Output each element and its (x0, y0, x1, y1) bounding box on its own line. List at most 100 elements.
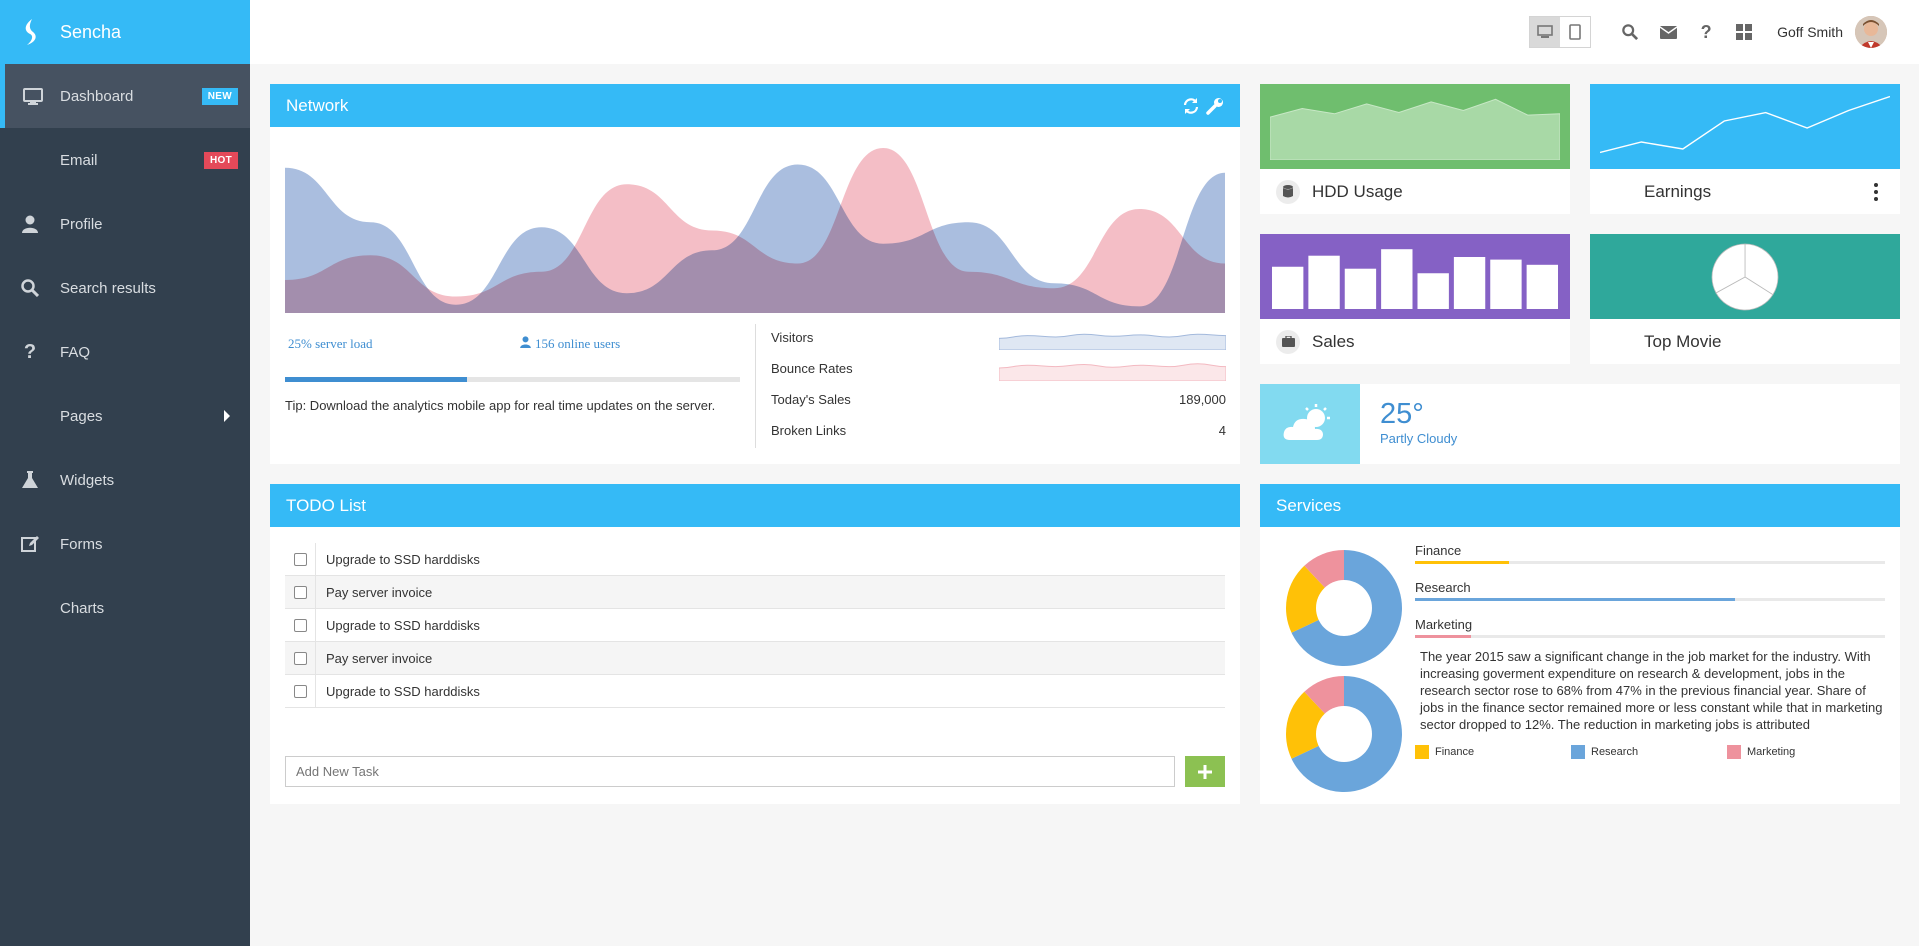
sidebar-item-widgets[interactable]: Widgets (0, 448, 250, 512)
legend-item: Finance (1415, 745, 1571, 759)
brand-name: Sencha (60, 21, 122, 42)
todo-panel: TODO List Upgrade to SSD harddisks Pay s… (270, 484, 1240, 804)
weather-desc: Partly Cloudy (1380, 431, 1458, 446)
avatar[interactable] (1855, 16, 1887, 48)
grid-button[interactable] (1725, 24, 1763, 40)
services-donut-chart (1286, 550, 1402, 666)
sidebar-item-label: Charts (60, 599, 105, 617)
add-task-button[interactable] (1185, 756, 1225, 787)
todo-item[interactable]: Pay server invoice (285, 575, 1225, 609)
top-movie-tile[interactable]: Top Movie (1590, 234, 1900, 364)
hdd-usage-chart (1269, 98, 1561, 161)
database-icon (1276, 179, 1300, 204)
visitors-sparkline (999, 333, 1226, 350)
todo-checkbox[interactable] (285, 608, 316, 642)
donut-slice (1286, 565, 1344, 633)
partly-cloudy-icon (1283, 404, 1330, 440)
legend-item: Marketing (1727, 745, 1883, 759)
services-panel: Services Finance Research Marketing The … (1260, 484, 1900, 804)
add-task-input[interactable] (285, 756, 1175, 787)
todo-checkbox[interactable] (285, 542, 316, 576)
desktop-icon (1537, 25, 1553, 38)
todo-item[interactable]: Pay server invoice (285, 641, 1225, 675)
legend-item: Research (1571, 745, 1727, 759)
service-bar-fill (1415, 598, 1735, 601)
sidebar-item-faq[interactable]: ? FAQ (0, 320, 250, 384)
sidebar-item-dashboard[interactable]: Dashboard NEW (0, 64, 250, 128)
sencha-logo-icon (25, 19, 36, 45)
service-label: Marketing (1415, 617, 1473, 632)
sidebar-item-email[interactable]: Email HOT (0, 128, 250, 192)
wrench-icon[interactable] (1206, 97, 1224, 115)
sidebar-item-profile[interactable]: Profile (0, 192, 250, 256)
sales-bar (1344, 268, 1377, 309)
search-icon (0, 279, 60, 297)
search-button[interactable] (1611, 24, 1649, 40)
earnings-chart (1599, 95, 1891, 154)
sales-bar (1490, 259, 1522, 309)
desktop-view-button[interactable] (1530, 17, 1561, 47)
help-button[interactable]: ? (1687, 22, 1725, 43)
tablet-view-button[interactable] (1560, 17, 1590, 47)
weather-temp: 25° (1380, 398, 1424, 430)
refresh-icon[interactable] (1182, 97, 1200, 115)
donut-hole (1316, 706, 1372, 762)
plus-icon (1198, 764, 1212, 779)
mail-button[interactable] (1649, 25, 1687, 39)
sales-bar (1308, 255, 1340, 309)
todo-item[interactable]: Upgrade to SSD harddisks (285, 608, 1225, 642)
hot-badge: HOT (203, 151, 238, 169)
top-movie-pie-chart (1711, 243, 1779, 310)
sidebar-item-charts[interactable]: Charts (0, 576, 250, 640)
network-series-area-1 (285, 148, 1225, 313)
user-icon (520, 336, 531, 352)
flask-icon (0, 471, 60, 489)
todo-item[interactable]: Upgrade to SSD harddisks (285, 674, 1225, 708)
earnings-tile[interactable]: Earnings (1590, 84, 1900, 214)
sidebar-item-search-results[interactable]: Search results (0, 256, 250, 320)
user-icon (0, 215, 60, 233)
server-load-text: 25% server load (288, 336, 373, 351)
envelope-icon (1659, 25, 1677, 39)
sidebar-item-label: Dashboard (60, 87, 134, 105)
todo-item[interactable]: Upgrade to SSD harddisks (285, 542, 1225, 576)
todo-checkbox[interactable] (285, 674, 316, 708)
sidebar-item-label: Search results (60, 279, 156, 297)
sparkline-area (999, 362, 1226, 381)
top-toolbar: ? Goff Smith (250, 0, 1919, 64)
donut-slice (1286, 691, 1344, 759)
tile-label: Top Movie (1644, 331, 1722, 351)
sidebar: Sencha Dashboard NEW Email HOT Profile S… (0, 0, 250, 946)
donut-hole (1316, 580, 1372, 636)
tablet-icon (1569, 24, 1581, 40)
todo-checkbox[interactable] (285, 575, 316, 609)
sidebar-item-label: Profile (60, 215, 103, 233)
services-bars: Finance Research Marketing The year 2015… (1415, 543, 1885, 759)
service-bar-fill (1415, 635, 1472, 638)
hdd-usage-tile[interactable]: HDD Usage (1260, 84, 1570, 214)
more-vert-icon[interactable] (1874, 182, 1878, 201)
sidebar-item-label: Forms (60, 535, 103, 553)
panel-title: Services (1276, 495, 1342, 515)
todo-checkbox[interactable] (285, 641, 316, 675)
sales-bar (1526, 264, 1558, 309)
desktop-icon (5, 87, 60, 105)
stat-visitors: Visitors (771, 322, 1226, 353)
services-legend: Finance Research Marketing (1415, 745, 1885, 759)
sidebar-item-forms[interactable]: Forms (0, 512, 250, 576)
sales-tile[interactable]: Sales (1260, 234, 1570, 364)
earnings-line (1599, 95, 1891, 154)
edit-icon (0, 535, 60, 553)
panel-title: TODO List (286, 495, 366, 515)
briefcase-icon (1276, 329, 1300, 354)
user-name[interactable]: Goff Smith (1777, 24, 1843, 40)
services-paragraph: The year 2015 saw a significant change i… (1420, 649, 1883, 732)
movie-pie-slice (1711, 243, 1746, 293)
brand[interactable]: Sencha (0, 0, 250, 64)
sidebar-item-label: Pages (60, 407, 103, 425)
search-icon (1622, 24, 1639, 40)
bounce-rates-sparkline (999, 362, 1226, 381)
services-donut-chart (1286, 676, 1402, 792)
sales-bar (1417, 273, 1449, 309)
sidebar-item-pages[interactable]: Pages (0, 384, 250, 448)
